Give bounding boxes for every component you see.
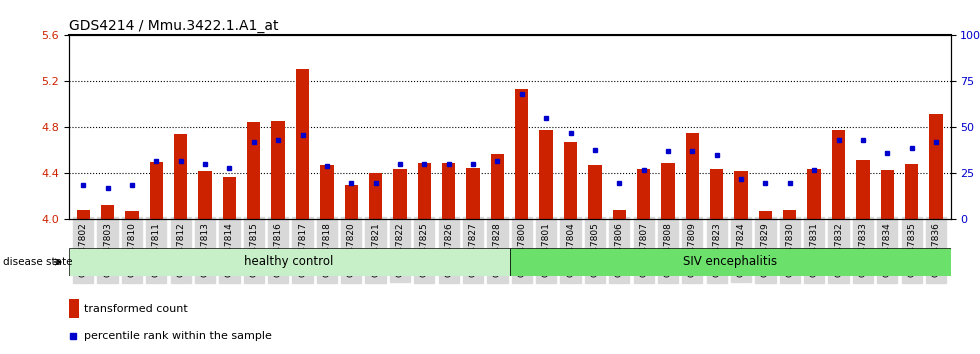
Bar	[222, 177, 236, 219]
Bar	[588, 165, 602, 219]
Bar	[905, 164, 918, 219]
Bar	[368, 173, 382, 219]
Bar	[417, 163, 431, 219]
Bar	[491, 154, 504, 219]
Bar	[320, 165, 333, 219]
Bar	[808, 169, 821, 219]
Bar	[393, 169, 407, 219]
Bar	[857, 160, 869, 219]
Bar	[539, 130, 553, 219]
Bar	[515, 90, 528, 219]
Text: SIV encephalitis: SIV encephalitis	[683, 256, 777, 268]
Bar	[686, 133, 699, 219]
Bar	[637, 169, 651, 219]
Text: transformed count: transformed count	[84, 304, 188, 314]
Bar	[783, 210, 797, 219]
Bar	[612, 210, 626, 219]
Text: disease state: disease state	[4, 257, 73, 267]
Bar	[345, 185, 358, 219]
Bar	[247, 122, 261, 219]
Bar	[734, 171, 748, 219]
Bar	[101, 205, 115, 219]
Bar	[198, 171, 212, 219]
FancyBboxPatch shape	[510, 248, 951, 276]
Bar	[759, 211, 772, 219]
Bar	[69, 299, 79, 318]
Text: percentile rank within the sample: percentile rank within the sample	[84, 331, 272, 341]
Bar	[296, 69, 310, 219]
Bar	[76, 210, 90, 219]
Bar	[832, 130, 845, 219]
Bar	[125, 211, 138, 219]
Bar	[662, 163, 674, 219]
Text: healthy control: healthy control	[244, 256, 334, 268]
Bar	[466, 168, 480, 219]
Bar	[174, 134, 187, 219]
Bar	[929, 114, 943, 219]
FancyBboxPatch shape	[69, 248, 510, 276]
Bar	[150, 162, 163, 219]
Bar	[564, 142, 577, 219]
Text: GDS4214 / Mmu.3422.1.A1_at: GDS4214 / Mmu.3422.1.A1_at	[69, 19, 278, 33]
Bar	[881, 170, 894, 219]
Bar	[442, 163, 456, 219]
Bar	[271, 120, 285, 219]
Bar	[710, 169, 723, 219]
